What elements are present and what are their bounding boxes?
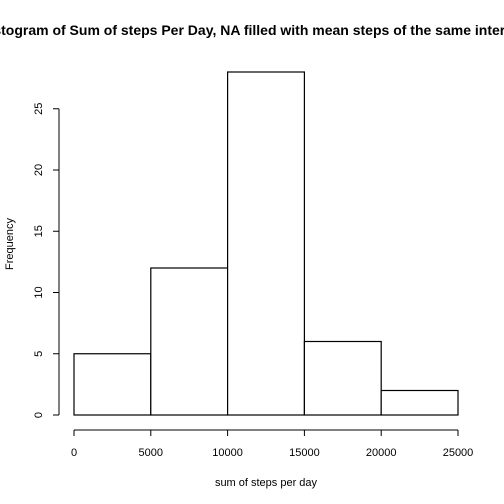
histogram-bar-4 [303,340,382,416]
x-tick-label: 5000 [139,447,163,459]
x-tick-label: 15000 [289,447,320,459]
chart-title: Histogram of Sum of steps Per Day, NA fi… [0,22,504,38]
x-tick-label: 10000 [212,447,243,459]
histogram-bar-1 [73,353,152,416]
y-axis: 0 5 10 15 20 25 [33,103,60,418]
histogram-bar-3 [227,71,306,416]
y-axis-label: Frequency [4,218,16,270]
x-tick-label: 25000 [443,447,474,459]
x-axis: 0 5000 10000 15000 20000 25000 [71,429,474,459]
y-tick-label: 15 [33,225,45,237]
y-tick-label: 25 [33,103,45,115]
histogram-bar-5 [380,389,459,416]
y-tick-label: 0 [33,412,45,418]
x-tick-label: 0 [71,447,77,459]
y-tick-label: 10 [33,286,45,298]
x-tick-label: 20000 [366,447,397,459]
histogram-bar-2 [150,267,229,416]
y-tick-label: 20 [33,164,45,176]
bars-group [73,71,459,416]
y-tick-label: 5 [33,351,45,357]
x-axis-label: sum of steps per day [215,477,318,489]
